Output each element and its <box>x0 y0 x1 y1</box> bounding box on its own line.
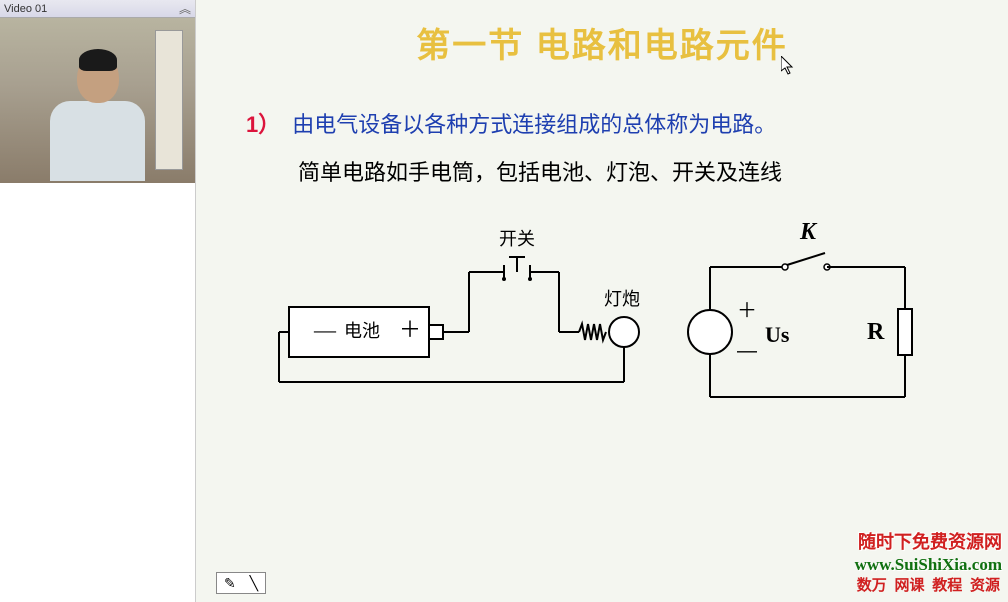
video-thumbnail[interactable] <box>0 18 195 183</box>
slide-title: 第一节 电路和电路元件 <box>196 0 1008 67</box>
svg-text:—: — <box>737 340 757 362</box>
label-Us: Us <box>765 322 789 348</box>
label-K: K <box>800 219 816 246</box>
slide-content: 1） 由电气设备以各种方式连接组成的总体称为电路。 简单电路如手电筒，包括电池、… <box>196 67 1008 417</box>
watermark-line3: 数万 网课 教程 资源 <box>855 577 1002 597</box>
watermark: 随时下免费资源网 www.SuiShiXia.com 数万 网课 教程 资源 <box>855 531 1002 596</box>
svg-text:—: — <box>313 317 337 342</box>
cursor-icon <box>781 56 795 81</box>
point-definition: 由电气设备以各种方式连接组成的总体称为电路。 <box>292 107 776 139</box>
watermark-line2: www.SuiShiXia.com <box>855 554 1002 576</box>
label-switch: 开关 <box>499 225 535 251</box>
expand-icon[interactable]: ︽ <box>179 0 191 17</box>
line-icon[interactable]: ╲ <box>250 575 258 592</box>
label-R: R <box>867 319 884 346</box>
svg-text:＋: ＋ <box>399 317 421 342</box>
slide-area: 第一节 电路和电路元件 1） 由电气设备以各种方式连接组成的总体称为电路。 简单… <box>196 0 1008 602</box>
pen-icon[interactable]: ✎ <box>224 575 236 592</box>
watermark-line1: 随时下免费资源网 <box>855 531 1002 554</box>
video-titlebar: Video 01 ︽ <box>0 0 195 18</box>
video-panel: Video 01 ︽ <box>0 0 196 602</box>
circuit-schematic: ＋ — K <box>665 237 945 417</box>
diagram-container: — ＋ 电池 <box>246 237 958 417</box>
pen-toolbar[interactable]: ✎ ╲ <box>216 572 266 594</box>
point-example: 简单电路如手电筒，包括电池、灯泡、开关及连线 <box>298 155 958 187</box>
point-1: 1） 由电气设备以各种方式连接组成的总体称为电路。 <box>246 107 958 139</box>
circuit-physical: — ＋ 电池 <box>259 237 659 417</box>
svg-text:电池: 电池 <box>344 321 380 341</box>
label-lamp: 灯炮 <box>604 285 640 311</box>
video-title: Video 01 <box>4 3 47 15</box>
svg-text:＋: ＋ <box>737 300 757 322</box>
point-number: 1） <box>246 107 280 139</box>
